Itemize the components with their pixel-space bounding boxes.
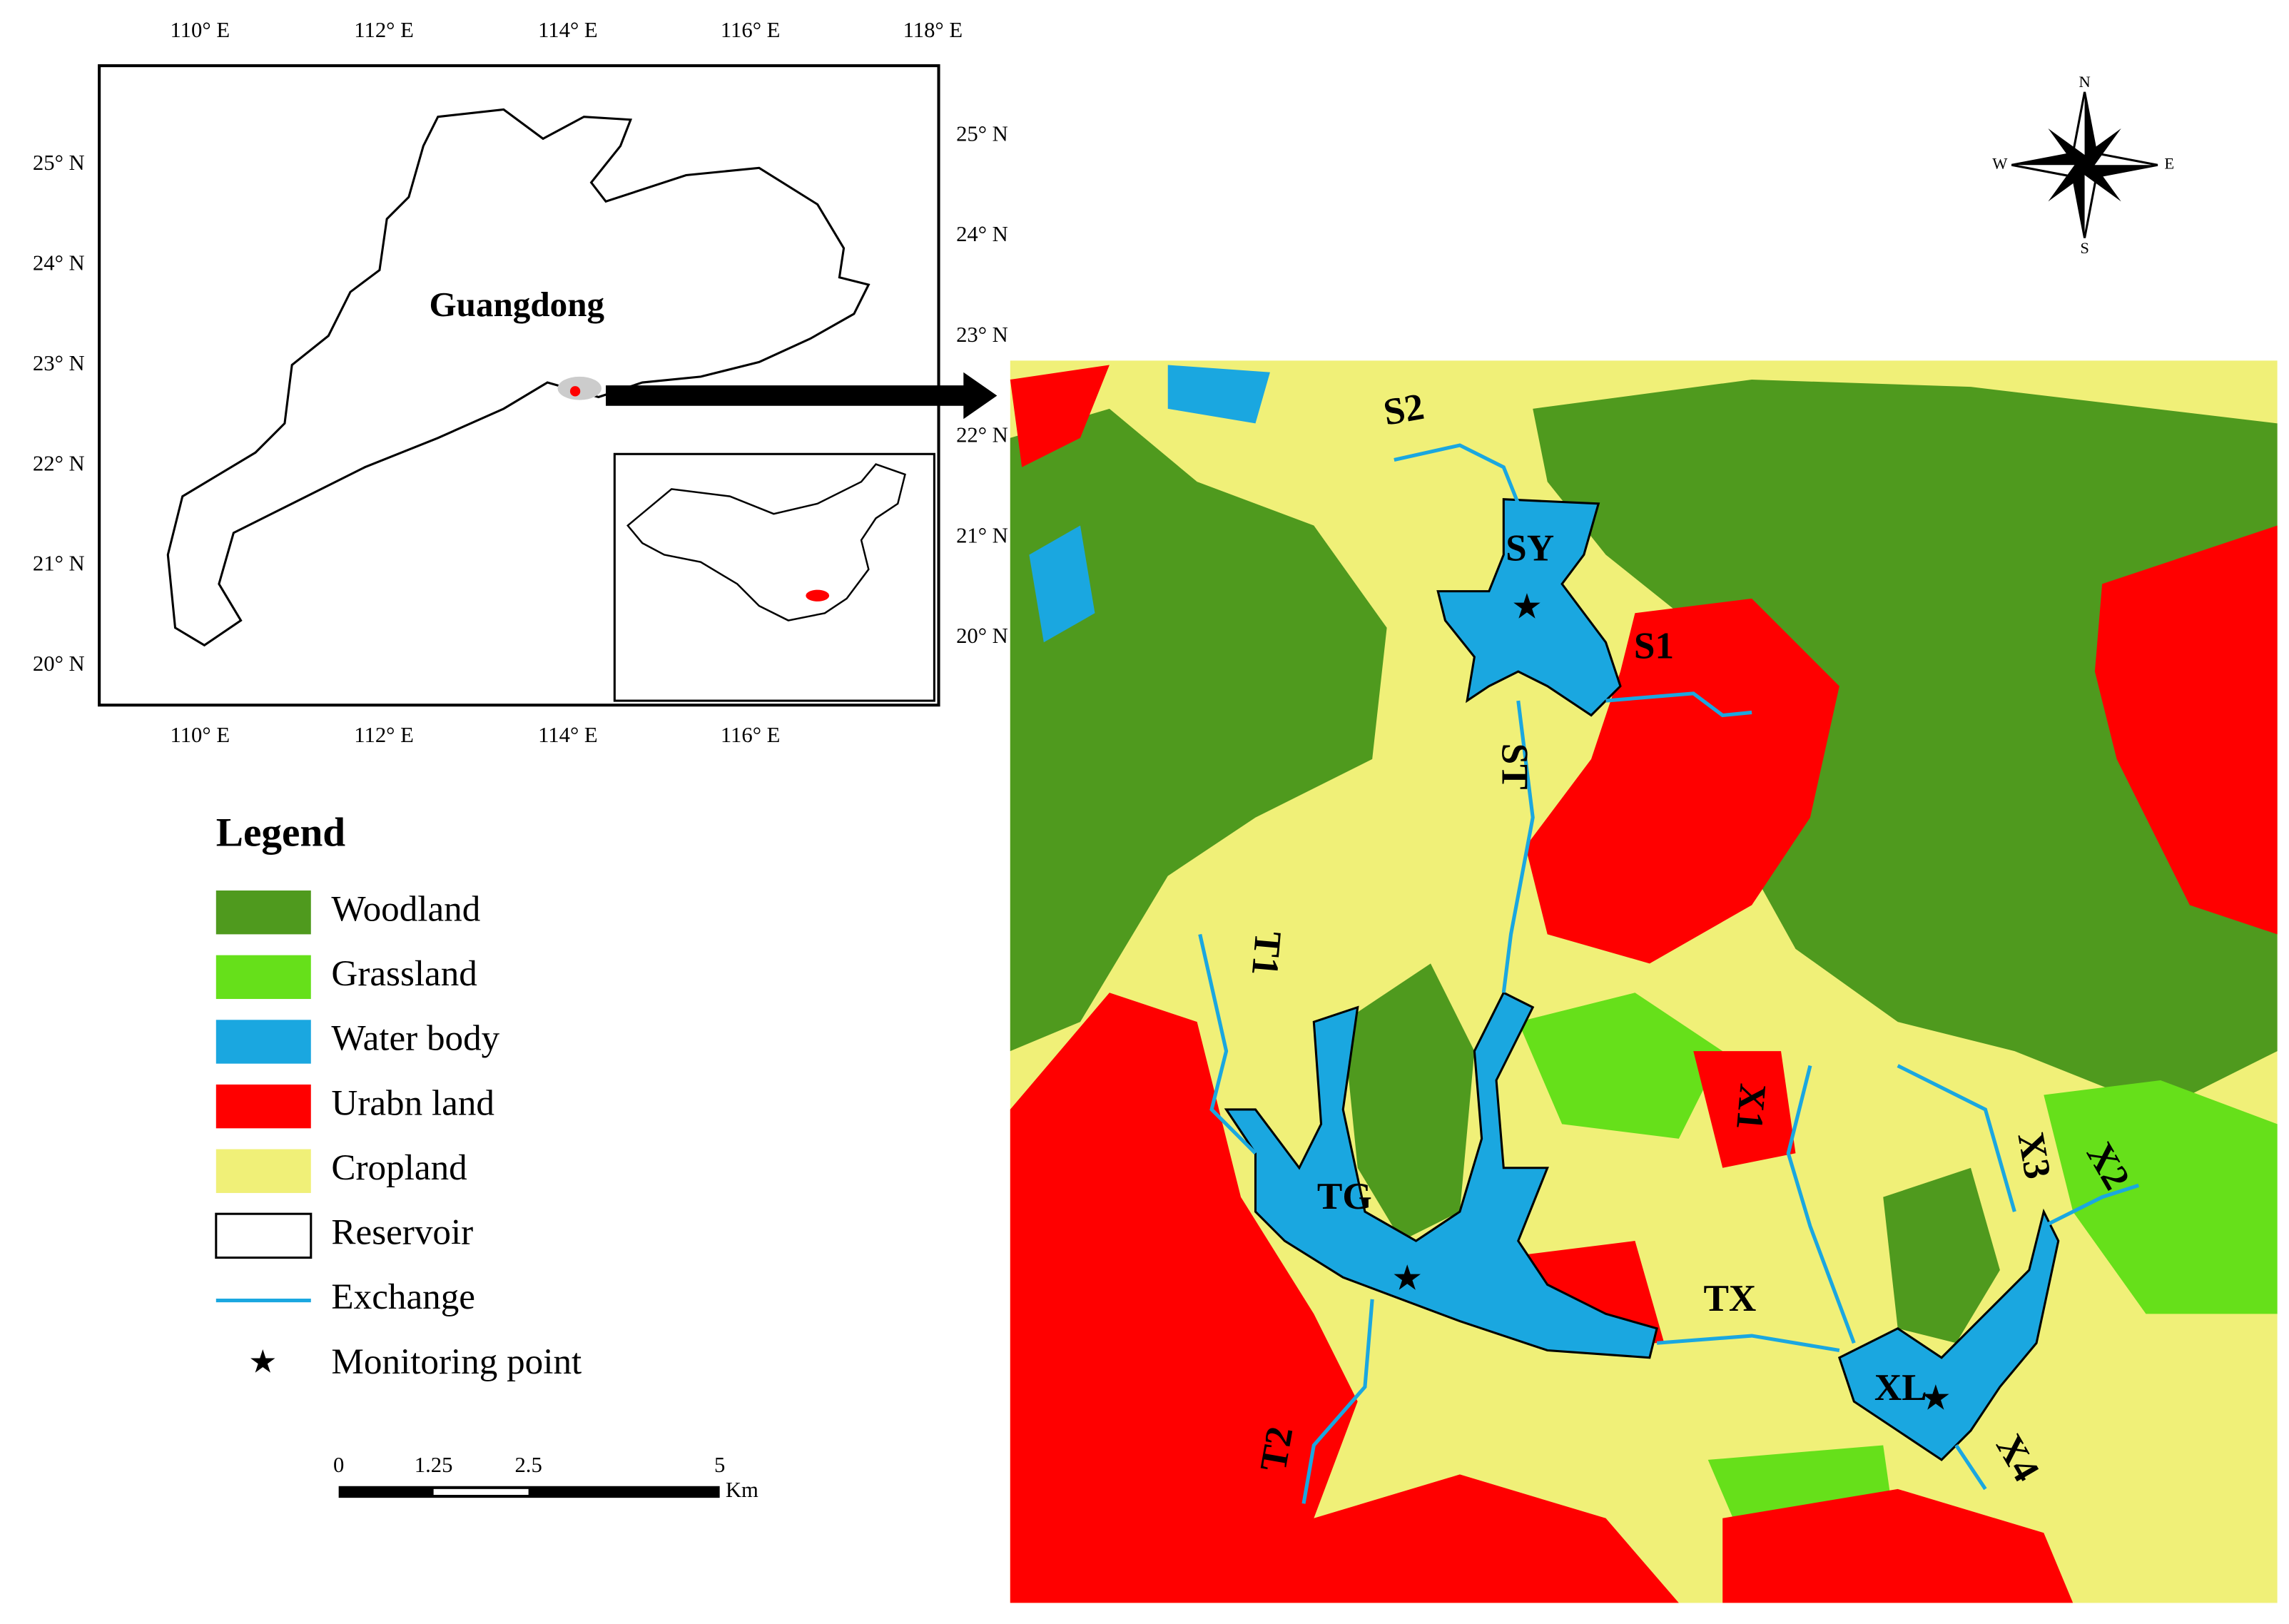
water-patch [1167, 365, 1270, 424]
woodland-patch [1533, 379, 2278, 1110]
lat-tick-left: 21° N [33, 552, 85, 576]
scale-label: 5 [714, 1453, 725, 1477]
legend-star: ★ [248, 1344, 277, 1379]
region-label: Guangdong [429, 285, 604, 324]
lon-tick-bottom: 114° E [538, 723, 598, 747]
water-patch [1029, 525, 1095, 643]
exchange-s1 [1605, 691, 1752, 718]
lon-tick-bottom: 112° E [354, 723, 414, 747]
legend-label: Exchange [331, 1277, 475, 1317]
site-label: T1 [1244, 930, 1289, 978]
lon-tick-top: 114° E [538, 18, 598, 42]
lat-tick-right: 24° N [956, 222, 1008, 246]
legend-label: Monitoring point [331, 1341, 582, 1382]
lat-tick-left: 25° N [33, 151, 85, 175]
grassland-patch [2044, 1080, 2278, 1314]
lat-tick-left: 23° N [33, 351, 85, 375]
urban-patch [2094, 525, 2278, 935]
lat-tick-left: 22° N [33, 451, 85, 475]
site-label: S1 [1634, 625, 1674, 667]
compass-w: W [1992, 154, 2008, 172]
scale-label: 1.25 [415, 1453, 453, 1477]
monitoring-star: ★ [1391, 1259, 1423, 1298]
urban-patch [1010, 365, 1110, 467]
reservoir-sy [1436, 498, 1622, 717]
site-label: TG [1317, 1175, 1372, 1217]
site-label: ST [1493, 744, 1536, 790]
woodland-patch [1010, 408, 1387, 1052]
site-label: T2 [1252, 1423, 1301, 1474]
site-label: XL [1874, 1366, 1927, 1409]
lat-tick-right: 22° N [956, 423, 1008, 447]
lat-tick-right: 20° N [956, 624, 1008, 648]
exchange-x3 [1897, 1064, 2016, 1212]
exchange-tx [1656, 1334, 1840, 1353]
scale-bar [338, 1486, 720, 1498]
urban-patch [1525, 598, 1839, 964]
study-area-red [569, 386, 581, 397]
lat-tick-right: 25° N [956, 121, 1008, 146]
woodland-patch [1883, 1167, 2000, 1344]
legend-label: Water body [331, 1018, 499, 1059]
woodland-patch [1343, 963, 1475, 1242]
exchange-s2 [1394, 443, 1521, 504]
exchange-x4 [1954, 1444, 1987, 1491]
reservoir-xl [1837, 1208, 2060, 1461]
monitoring-star: ★ [1511, 587, 1543, 626]
legend-label: Grassland [331, 953, 477, 994]
grassland-patch [1518, 993, 1723, 1139]
china-guangdong [806, 589, 830, 602]
scale-label: 2.5 [514, 1453, 542, 1477]
legend-label: Reservoir [331, 1212, 473, 1253]
compass-e: E [2164, 154, 2174, 172]
urban-patch [1722, 1488, 2074, 1603]
arrow [606, 372, 998, 420]
lat-tick-left: 24° N [33, 251, 85, 275]
lon-tick-top: 116° E [721, 18, 781, 42]
lon-tick-top: 118° E [903, 18, 963, 42]
scale-label: 0 [333, 1453, 344, 1477]
lon-tick-bottom: 110° E [171, 723, 230, 747]
site-label: X3 [2009, 1129, 2059, 1182]
compass-n: N [2079, 73, 2090, 91]
exchange-x1 [1786, 1065, 1856, 1344]
guangdong-outline [166, 108, 871, 647]
exchange-t1 [1198, 933, 1257, 1155]
china-outline [626, 463, 906, 621]
legend-title: Legend [216, 810, 346, 855]
scale-unit: Km [726, 1478, 758, 1502]
site-label: TX [1703, 1277, 1756, 1319]
legend-swatch [215, 1020, 311, 1064]
compass-s: S [2080, 239, 2089, 257]
legend-swatch [215, 955, 311, 1000]
exchange-st [1501, 700, 1535, 993]
monitoring-star: ★ [1920, 1378, 1952, 1417]
legend-swatch [215, 1149, 311, 1193]
lon-tick-top: 110° E [171, 18, 230, 42]
exchange-x2 [2043, 1183, 2140, 1228]
legend-label: Urabn land [331, 1082, 494, 1123]
site-label: SY [1506, 527, 1554, 569]
lat-tick-left: 20° N [33, 651, 85, 676]
urban-patch [1010, 993, 1679, 1603]
legend-swatch [215, 890, 311, 935]
exchange-t2 [1301, 1299, 1374, 1504]
study-area-gray [557, 376, 602, 400]
lon-tick-bottom: 116° E [721, 723, 781, 747]
legend-label: Woodland [331, 888, 480, 929]
lon-tick-top: 112° E [354, 18, 414, 42]
site-label: S2 [1380, 385, 1427, 434]
legend-swatch [215, 1084, 311, 1129]
legend-label: Cropland [331, 1147, 467, 1188]
legend-swatch [215, 1212, 313, 1259]
lat-tick-right: 23° N [956, 323, 1008, 347]
lat-tick-right: 21° N [956, 523, 1008, 547]
urban-patch [1693, 1051, 1796, 1168]
compass: N S W E [1992, 73, 2174, 257]
site-label: X1 [1728, 1082, 1774, 1132]
